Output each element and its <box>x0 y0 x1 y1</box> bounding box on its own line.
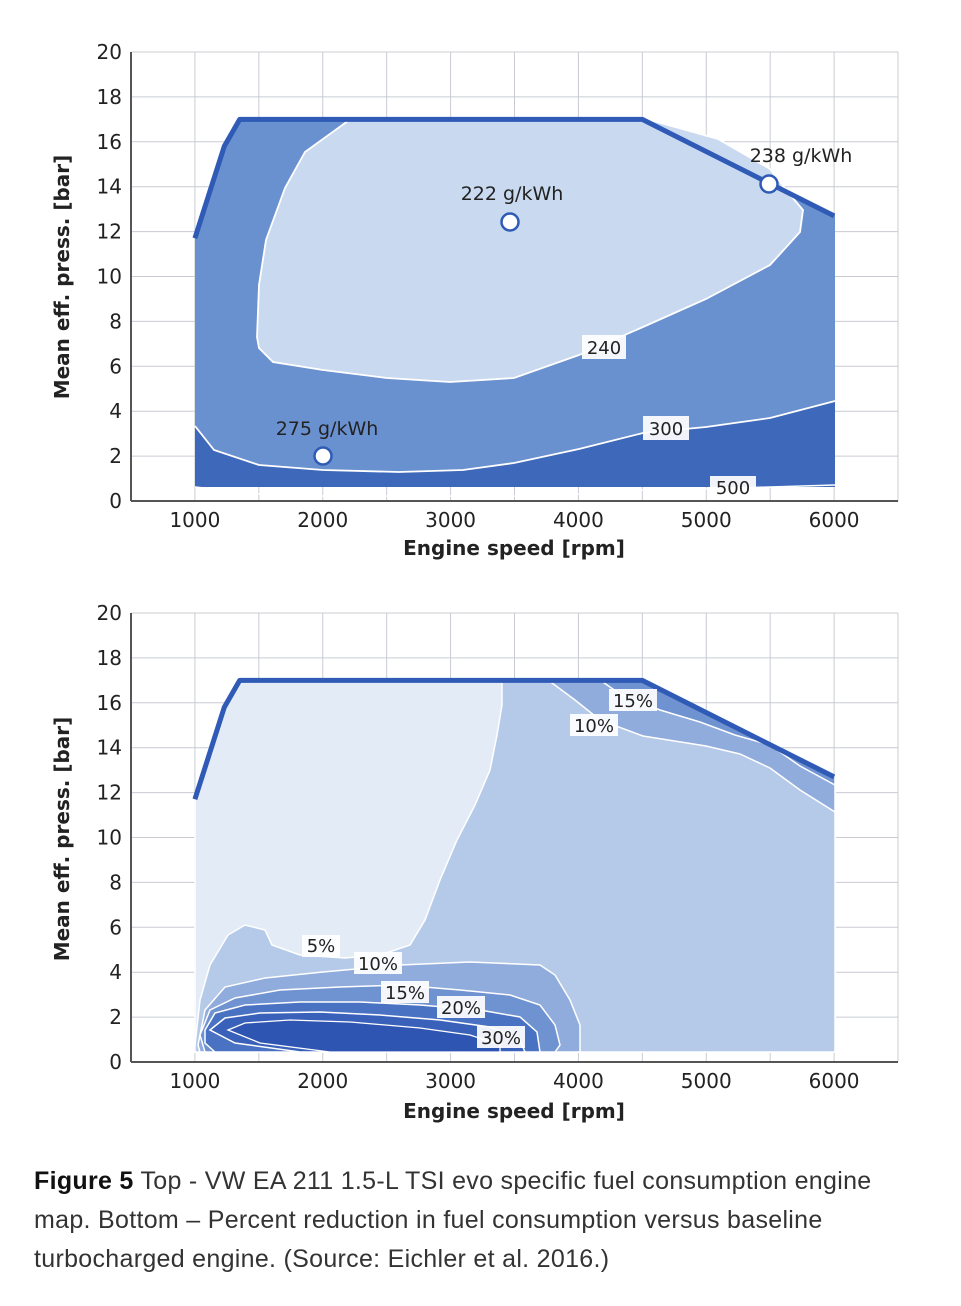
bottom-full-load-curve <box>192 677 836 801</box>
y-tick-label: 4 <box>109 399 122 423</box>
y-tick-label: 4 <box>109 960 122 984</box>
svg-text:10%: 10% <box>358 954 398 975</box>
svg-text:500: 500 <box>716 478 750 499</box>
svg-text:275 g/kWh: 275 g/kWh <box>276 418 379 440</box>
y-tick-label: 6 <box>109 354 122 378</box>
y-tick-label: 12 <box>97 220 122 244</box>
y-tick-label: 16 <box>97 130 122 154</box>
svg-text:10%: 10% <box>574 716 614 737</box>
bottom-y-axis-title: Mean eff. press. [bar] <box>50 717 74 962</box>
y-tick-label: 2 <box>109 1005 122 1029</box>
y-tick-label: 10 <box>97 826 122 850</box>
x-tick-label: 1000 <box>169 1069 220 1093</box>
contour-label-15pct: 15% <box>381 981 429 1004</box>
x-tick-label: 4000 <box>553 1069 604 1093</box>
bottom-x-axis-title: Engine speed [rpm] <box>403 1099 625 1123</box>
annotation-222-gkwh: 222 g/kWh <box>461 183 564 232</box>
contour-label-upper-15pct: 15% <box>609 689 657 712</box>
x-tick-label: 1000 <box>169 508 220 532</box>
y-tick-label: 18 <box>97 646 122 670</box>
x-tick-label: 5000 <box>681 1069 732 1093</box>
y-tick-label: 14 <box>97 736 122 760</box>
top-axes: 1000 2000 3000 4000 5000 6000 0 2 4 6 8 10 12 14 16 18 2… <box>97 40 898 532</box>
y-tick-label: 8 <box>109 870 122 894</box>
y-tick-label: 0 <box>109 489 122 513</box>
contour-label-10pct: 10% <box>354 952 402 975</box>
bottom-region-core <box>226 1019 501 1053</box>
top-full-load-curve <box>192 116 836 240</box>
y-tick-label: 10 <box>97 265 122 289</box>
svg-text:5%: 5% <box>307 936 336 957</box>
svg-text:20%: 20% <box>441 998 481 1019</box>
contour-label-20pct: 20% <box>437 996 485 1019</box>
contour-label-500: 500 <box>710 476 756 499</box>
y-tick-label: 6 <box>109 915 122 939</box>
y-tick-label: 8 <box>109 309 122 333</box>
annotation-275-gkwh: 275 g/kWh <box>276 418 379 466</box>
caption-text: Top - VW EA 211 1.5-L TSI evo specific f… <box>34 1167 872 1273</box>
x-tick-label: 3000 <box>425 1069 476 1093</box>
svg-text:30%: 30% <box>481 1028 521 1049</box>
svg-text:238 g/kWh: 238 g/kWh <box>750 145 853 167</box>
top-y-axis-title: Mean eff. press. [bar] <box>50 155 74 400</box>
y-tick-label: 20 <box>97 40 122 64</box>
x-tick-label: 6000 <box>809 508 860 532</box>
contour-line-240 <box>256 117 804 383</box>
x-tick-label: 4000 <box>553 508 604 532</box>
y-tick-label: 2 <box>109 444 122 468</box>
svg-text:222 g/kWh: 222 g/kWh <box>461 183 564 205</box>
figure-label: Figure 5 <box>34 1167 134 1195</box>
top-x-axis-title: Engine speed [rpm] <box>403 536 625 560</box>
y-tick-label: 20 <box>97 601 122 625</box>
contour-label-5pct: 5% <box>302 935 340 957</box>
y-tick-label: 14 <box>97 175 122 199</box>
figure-charts: 1000 2000 3000 4000 5000 60000246810121416182… <box>50 40 899 1123</box>
y-tick-label: 16 <box>97 691 122 715</box>
contour-line-300 <box>194 400 836 473</box>
x-tick-label: 5000 <box>681 508 732 532</box>
y-tick-label: 12 <box>97 781 122 805</box>
bottom-axes: 1000 2000 3000 4000 5000 6000 0 2 4 6 8 10 12 14 16 18 2… <box>97 601 898 1093</box>
top-chart: 1000 2000 3000 4000 5000 6000 0 2 4 6 8 10 12 14 16 18 2… <box>50 40 899 560</box>
x-tick-label: 3000 <box>425 508 476 532</box>
y-tick-label: 18 <box>97 85 122 109</box>
y-tick-label: 0 <box>109 1050 122 1074</box>
contour-label-30pct: 30% <box>477 1026 525 1049</box>
bottom-chart: 1000 2000 3000 4000 5000 6000 0 2 4 6 8 10 12 14 16 18 2… <box>50 601 899 1123</box>
svg-text:240: 240 <box>587 338 621 359</box>
contour-label-240: 240 <box>582 335 626 359</box>
x-tick-label: 2000 <box>297 1069 348 1093</box>
contour-label-upper-10pct: 10% <box>570 714 618 737</box>
annotation-238-gkwh: 238 g/kWh <box>750 145 853 194</box>
x-tick-label: 2000 <box>297 508 348 532</box>
contour-label-300: 300 <box>643 416 689 440</box>
figure-caption: Figure 5 Top - VW EA 211 1.5-L TSI evo s… <box>34 1162 924 1279</box>
svg-text:15%: 15% <box>613 691 653 712</box>
svg-text:15%: 15% <box>385 983 425 1004</box>
svg-text:300: 300 <box>649 419 683 440</box>
x-tick-label: 6000 <box>809 1069 860 1093</box>
